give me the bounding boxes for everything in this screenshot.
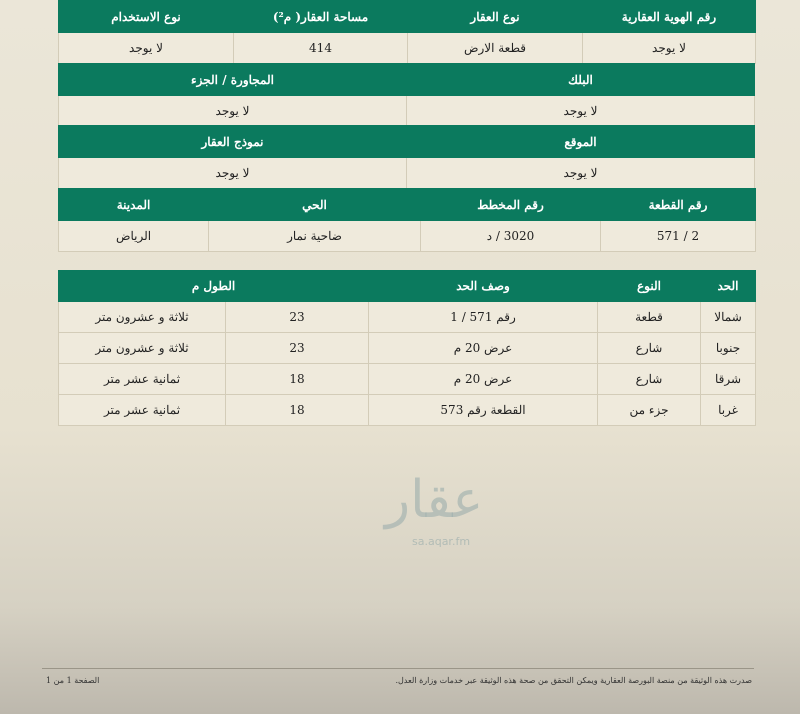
- cell-description: عرض 20 م: [368, 363, 599, 395]
- header-plan-number: رقم المخطط: [420, 188, 601, 221]
- cell-description: القطعة رقم 573: [368, 394, 599, 426]
- cell-length-words: ثمانية عشر متر: [57, 363, 227, 395]
- value-plot-number: 2 / 571: [600, 220, 756, 252]
- property-info-table: رقم الهوية العقارية نوع العقار مساحة العقا…: [58, 0, 756, 64]
- header-usage-type: نوع الاستخدام: [58, 0, 234, 33]
- footer-note: صدرت هذه الوثيقة من منصة البورصة العقاري…: [395, 676, 752, 685]
- value-property-model: لا يوجد: [58, 157, 407, 189]
- table-row: شرقا شارع عرض 20 م 18 ثمانية عشر متر: [57, 363, 757, 395]
- cell-boundary: شمالا: [700, 301, 757, 333]
- header-description: وصف الحد: [368, 270, 599, 302]
- header-boundary: الحد: [700, 270, 757, 302]
- table-row: جنوبا شارع عرض 20 م 23 ثلاثة و عشرون متر: [57, 332, 757, 364]
- value-location: لا يوجد: [406, 157, 755, 189]
- value-property-type: قطعة الارض: [407, 32, 583, 64]
- cell-length-words: ثلاثة و عشرون متر: [57, 332, 227, 364]
- header-neighborhood-part: المجاورة / الجزء: [58, 63, 407, 96]
- header-property-model: نموذج العقار: [58, 125, 407, 158]
- location-table: الموقع نموذج العقار لا يوجد لا يوجد: [58, 125, 755, 189]
- header-area: مساحة العقار( م²): [233, 0, 408, 33]
- aqar-watermark-logo: عقار: [385, 470, 484, 530]
- cell-description: رقم 571 / 1: [368, 301, 599, 333]
- cell-type: قطعة: [597, 301, 702, 333]
- cell-length-number: 18: [225, 394, 370, 426]
- header-property-type: نوع العقار: [407, 0, 583, 33]
- cell-boundary: غربا: [700, 394, 757, 426]
- value-usage-type: لا يوجد: [58, 32, 234, 64]
- cell-type: جزء من: [597, 394, 702, 426]
- block-table: البلك المجاورة / الجزء لا يوجد لا يوجد: [58, 63, 755, 127]
- aqar-watermark-url: sa.aqar.fm: [412, 535, 471, 548]
- footer-divider: [42, 668, 754, 669]
- table-row: غربا جزء من القطعة رقم 573 18 ثمانية عشر متر: [57, 394, 757, 426]
- cell-type: شارع: [597, 363, 702, 395]
- cell-length-words: ثلاثة و عشرون متر: [57, 301, 227, 333]
- header-block: البلك: [406, 63, 755, 96]
- header-location: الموقع: [406, 125, 755, 158]
- header-city: المدينة: [58, 188, 209, 221]
- cell-length-number: 18: [225, 363, 370, 395]
- header-property-id: رقم الهوية العقارية: [582, 0, 756, 33]
- value-city: الرياض: [58, 220, 209, 252]
- value-property-id: لا يوجد: [582, 32, 756, 64]
- header-plot-number: رقم القطعة: [600, 188, 756, 221]
- value-block: لا يوجد: [406, 95, 755, 127]
- value-plan-number: 3020 / د: [420, 220, 601, 252]
- cell-description: عرض 20 م: [368, 332, 599, 364]
- header-type: النوع: [597, 270, 702, 302]
- cell-boundary: شرقا: [700, 363, 757, 395]
- cell-boundary: جنوبا: [700, 332, 757, 364]
- page-number: الصفحة 1 من 1: [46, 676, 100, 685]
- value-area: 414: [233, 32, 408, 64]
- header-length: الطول م: [57, 270, 370, 302]
- cell-type: شارع: [597, 332, 702, 364]
- plot-table: رقم القطعة رقم المخطط الحي المدينة 2 / 571 3…: [58, 188, 756, 252]
- header-district: الحي: [208, 188, 421, 221]
- cell-length-words: ثمانية عشر متر: [57, 394, 227, 426]
- boundaries-table: الحد النوع وصف الحد الطول م شمالا قطعة رقم 57…: [57, 270, 757, 426]
- value-district: ضاحية نمار: [208, 220, 421, 252]
- table-row: شمالا قطعة رقم 571 / 1 23 ثلاثة و عشرون متر: [57, 301, 757, 333]
- cell-length-number: 23: [225, 332, 370, 364]
- value-neighborhood-part: لا يوجد: [58, 95, 407, 127]
- cell-length-number: 23: [225, 301, 370, 333]
